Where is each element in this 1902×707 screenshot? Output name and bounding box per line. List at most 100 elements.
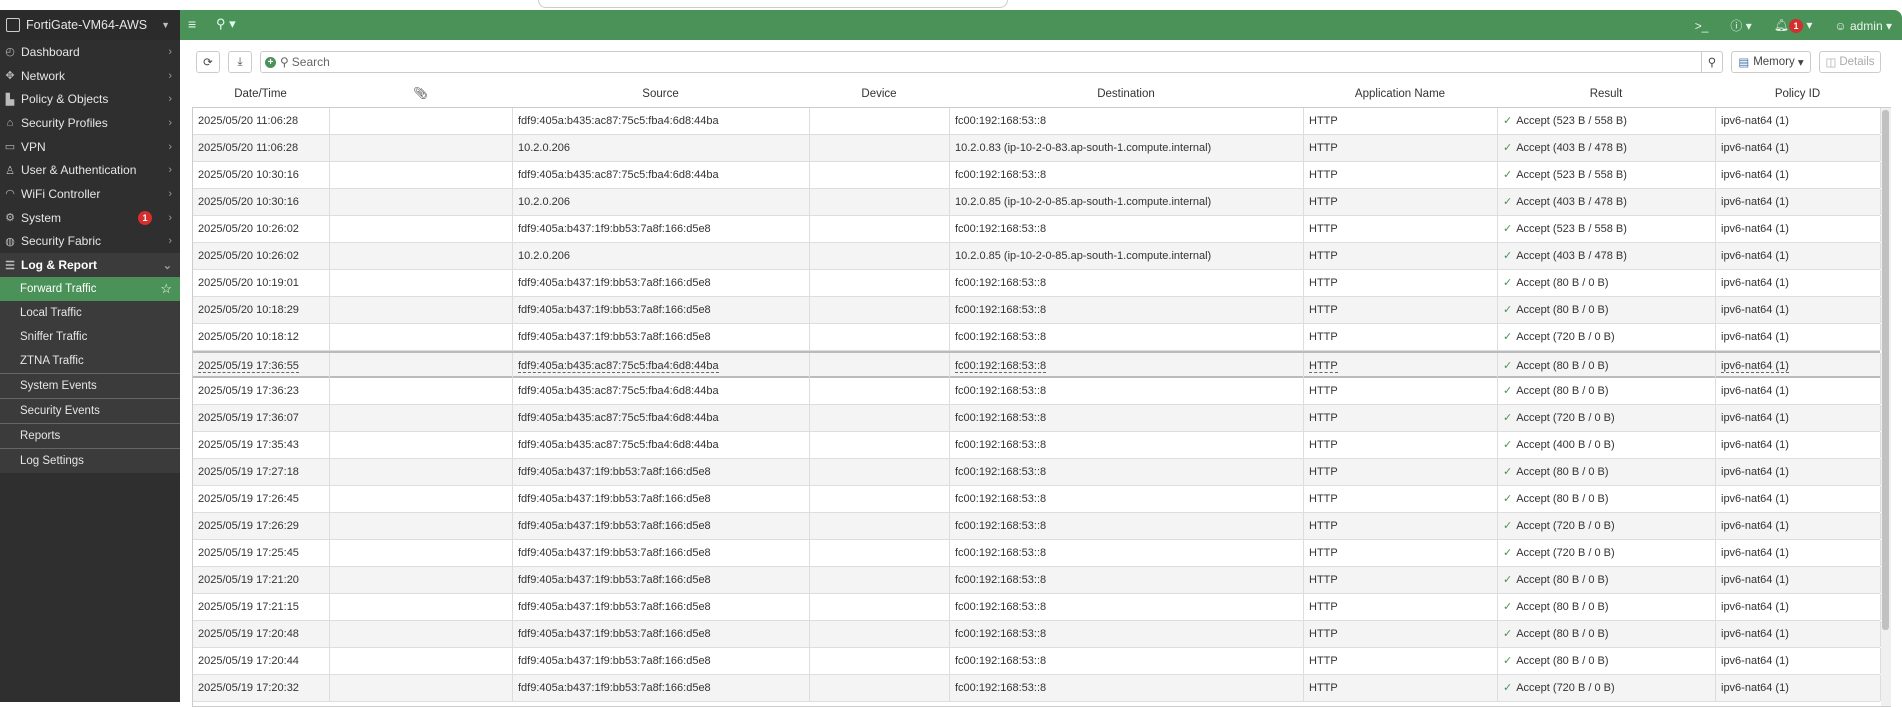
table-row[interactable]: 2025/05/20 10:26:02 10.2.0.206 10.2.0.85 (… [193,243,1881,270]
table-row[interactable]: 2025/05/20 10:18:12 fdf9:405a:b437:1f9:bb… [193,324,1881,351]
search-input[interactable]: + ⚲ Search [260,51,1710,73]
column-header-application-name[interactable]: Application Name [1354,88,1446,100]
sidebar-subitem-ztna-traffic[interactable]: ZTNA Traffic [0,348,180,373]
table-row[interactable]: 2025/05/20 10:18:29 fdf9:405a:b437:1f9:bb… [193,297,1881,324]
add-filter-icon[interactable]: + [265,56,276,68]
cell-device [810,108,950,134]
cell-policy-id: ipv6-nat64 (1) [1716,675,1881,701]
cell-application: HTTP [1304,540,1498,566]
cell-source: fdf9:405a:b437:1f9:bb53:7a8f:166:d5e8 [513,324,810,350]
cell-text: HTTP [1309,601,1338,613]
table-row[interactable]: 2025/05/19 17:20:32 fdf9:405a:b437:1f9:bb… [193,675,1881,702]
cell-datetime: 2025/05/20 10:30:16 [193,162,330,188]
scrollbar-thumb[interactable] [1882,110,1889,630]
sidebar-item-user-authentication[interactable]: ♙ User & Authentication › [0,158,180,182]
paperclip-icon: 📎︎ [413,88,428,100]
column-header-source[interactable]: Source [642,88,679,100]
sidebar-subitem-system-events[interactable]: System Events [0,372,180,398]
sidebar-item-security-profiles[interactable]: ⌂ Security Profiles › [0,111,180,135]
table-row[interactable]: 2025/05/19 17:25:45 fdf9:405a:b437:1f9:bb… [193,540,1881,567]
cell-result: ✓ Accept (403 B / 478 B) [1498,135,1716,161]
cell-text: fdf9:405a:b437:1f9:bb53:7a8f:166:d5e8 [518,493,711,505]
table-row[interactable]: 2025/05/20 10:30:16 10.2.0.206 10.2.0.85 (… [193,189,1881,216]
table-row[interactable]: 2025/05/20 10:26:02 fdf9:405a:b437:1f9:bb… [193,216,1881,243]
cell-application: HTTP [1304,108,1498,134]
device-name: FortiGate-VM64-AWS [26,18,148,32]
sidebar-subitem-reports[interactable]: Reports [0,422,180,448]
cell-result: ✓ Accept (80 B / 0 B) [1498,648,1716,674]
table-row[interactable]: 2025/05/19 17:21:20 fdf9:405a:b437:1f9:bb… [193,567,1881,594]
sidebar-subitem-sniffer-traffic[interactable]: Sniffer Traffic [0,324,180,349]
cell-source: fdf9:405a:b437:1f9:bb53:7a8f:166:d5e8 [513,513,810,539]
notifications-button[interactable]: 🔔︎ 1 ▾ [1773,18,1813,33]
device-selector[interactable]: FortiGate-VM64-AWS ▼ [0,10,180,40]
sidebar-item-wifi-controller[interactable]: ◠ WiFi Controller › [0,182,180,206]
cell-destination: fc00:192:168:53::8 [950,378,1304,404]
cell-datetime: 2025/05/20 11:06:28 [193,108,330,134]
table-row[interactable]: 2025/05/19 17:20:44 fdf9:405a:b437:1f9:bb… [193,648,1881,675]
result-text: Accept (720 B / 0 B) [1516,520,1615,532]
cell-text: fc00:192:168:53::8 [955,360,1047,373]
download-button[interactable]: ⤓ [228,51,252,73]
table-row[interactable]: 2025/05/19 17:36:07 fdf9:405a:b435:ac87:7… [193,405,1881,432]
sidebar-item-dashboard[interactable]: ◴ Dashboard › [0,40,180,64]
table-row[interactable]: 2025/05/20 10:30:16 fdf9:405a:b435:ac87:7… [193,162,1881,189]
refresh-button[interactable]: ⟳ [196,51,220,73]
result-text: Accept (720 B / 0 B) [1516,547,1615,559]
cell-attachment [330,594,513,620]
table-row[interactable]: 2025/05/19 17:36:23 fdf9:405a:b435:ac87:7… [193,378,1881,405]
cell-text: fdf9:405a:b437:1f9:bb53:7a8f:166:d5e8 [518,601,711,613]
sidebar-item-security-fabric[interactable]: ◍ Security Fabric › [0,230,180,254]
cell-text: HTTP [1309,682,1338,694]
browser-url-bar[interactable] [538,0,1008,8]
chevron-right-icon: › [168,164,172,177]
table-row[interactable]: 2025/05/19 17:36:55 fdf9:405a:b435:ac87:7… [193,351,1881,379]
table-row[interactable]: 2025/05/19 17:27:18 fdf9:405a:b437:1f9:bb… [193,459,1881,486]
cell-text: 2025/05/20 10:30:16 [198,196,299,208]
help-icon[interactable]: ⓘ ▾ [1730,19,1752,33]
search-menu-icon[interactable]: ⚲ ▾ [216,16,236,31]
table-row[interactable]: 2025/05/19 17:35:43 fdf9:405a:b435:ac87:7… [193,432,1881,459]
column-header-policy-id[interactable]: Policy ID [1774,88,1821,100]
table-row[interactable]: 2025/05/19 17:26:29 fdf9:405a:b437:1f9:bb… [193,513,1881,540]
sidebar-item-network[interactable]: ✥ Network › [0,64,180,88]
table-row[interactable]: 2025/05/20 11:06:28 10.2.0.206 10.2.0.83 (… [193,135,1881,162]
table-row[interactable]: 2025/05/20 11:06:28 fdf9:405a:b435:ac87:7… [193,108,1881,135]
column-header-device[interactable]: Device [861,88,897,100]
accept-check-icon: ✓ [1503,574,1513,586]
sidebar-subitem-local-traffic[interactable]: Local Traffic [0,300,180,325]
memory-dropdown[interactable]: ▤ Memory ▾ [1731,51,1811,73]
sidebar-item-vpn[interactable]: ▭ VPN › [0,135,180,159]
table-row[interactable]: 2025/05/20 10:19:01 fdf9:405a:b437:1f9:bb… [193,270,1881,297]
details-button[interactable]: ◫ Details [1819,51,1881,73]
cell-application: HTTP [1304,567,1498,593]
menu-toggle-icon[interactable]: ≡ [188,16,197,32]
sidebar-item-log-report[interactable]: ☰ Log & Report ⌄ [0,253,180,277]
column-header-date-time[interactable]: Date/Time [234,88,287,100]
table-row[interactable]: 2025/05/19 17:21:15 fdf9:405a:b437:1f9:bb… [193,594,1881,621]
table-row[interactable]: 2025/05/19 17:20:48 fdf9:405a:b437:1f9:bb… [193,621,1881,648]
cell-destination: fc00:192:168:53::8 [950,108,1304,134]
sidebar-subitem-log-settings[interactable]: Log Settings [0,447,180,473]
caret-down-icon: ▼ [161,20,170,30]
sidebar-item-policy-objects[interactable]: ▙ Policy & Objects › [0,87,180,111]
result-text: Accept (720 B / 0 B) [1516,412,1615,424]
cell-attachment [330,189,513,215]
favorite-star-icon[interactable]: ☆ [160,280,172,296]
sidebar-subitem-security-events[interactable]: Security Events [0,397,180,423]
chevron-right-icon: › [168,93,172,106]
table-row[interactable]: 2025/05/19 17:26:45 fdf9:405a:b437:1f9:bb… [193,486,1881,513]
column-header-destination[interactable]: Destination [1097,88,1155,100]
column-header-result[interactable]: Result [1589,88,1623,100]
cli-console-icon[interactable]: >_ [1694,18,1709,33]
user-menu[interactable]: ☺ admin ▾ [1834,18,1892,33]
cell-text: fdf9:405a:b437:1f9:bb53:7a8f:166:d5e8 [518,628,711,640]
search-submit-button[interactable]: ⚲ [1701,51,1723,73]
column-header-attachment[interactable]: 📎︎ [329,83,512,105]
sidebar-item-system[interactable]: ⚙ System 1 › [0,206,180,230]
cell-source: fdf9:405a:b437:1f9:bb53:7a8f:166:d5e8 [513,297,810,323]
cell-policy-id: ipv6-nat64 (1) [1716,162,1881,188]
sidebar-subitem-forward-traffic[interactable]: Forward Traffic ☆ [0,276,180,301]
refresh-icon: ⟳ [203,57,213,69]
scrollbar[interactable] [1881,108,1891,706]
